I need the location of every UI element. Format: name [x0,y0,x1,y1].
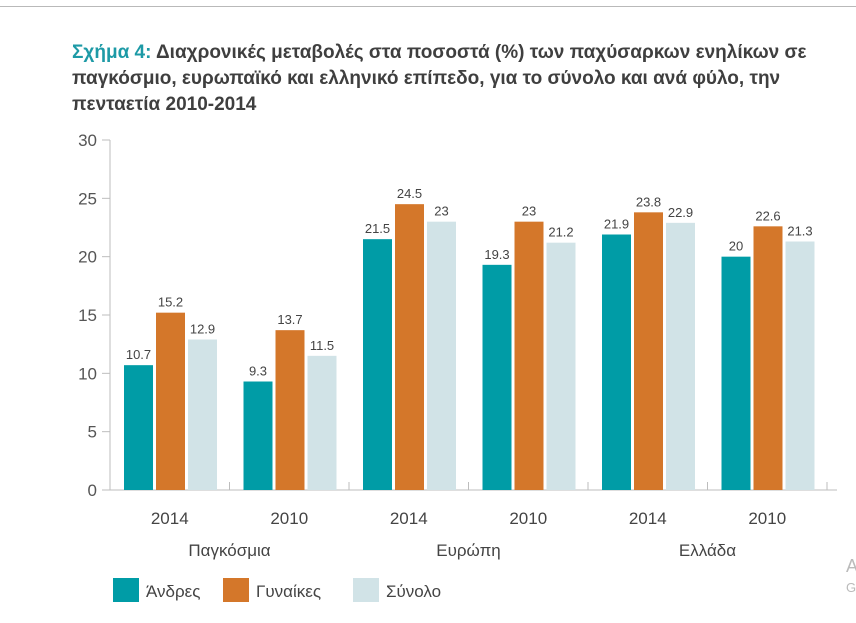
bar-Γυναίκες [514,221,544,490]
bar-Άνδρες [243,381,273,490]
group-label: Ελλάδα [679,541,736,560]
bar-Άνδρες [482,264,512,490]
data-label: 23.8 [636,194,661,209]
data-label: 20 [729,239,743,254]
data-label: 21.2 [548,225,573,240]
chart-title: Σχήμα 4: Διαχρονικές μεταβολές στα ποσοσ… [72,40,852,118]
figure-number: Σχήμα 4: [72,42,152,63]
title-text: Διαχρονικές μεταβολές στα ποσοστά (%) τω… [72,42,807,115]
bar-Σύνολο [785,241,815,490]
bar-Άνδρες [124,365,153,490]
legend-label: Άνδρες [146,582,200,601]
edge-fragment: Α [846,556,856,576]
bar-Γυναίκες [395,204,424,490]
group-label: Παγκόσμια [188,541,270,560]
bar-Γυναίκες [156,312,185,490]
x-tick-label: 2014 [151,509,189,528]
bar-Γυναίκες [634,212,663,491]
x-tick-label: 2010 [748,509,786,528]
bar-Γυναίκες [753,226,783,491]
data-label: 22.6 [755,208,780,223]
legend-swatch [113,578,139,602]
data-label: 21.9 [604,217,629,232]
bar-Σύνολο [188,339,217,490]
x-tick-label: 2010 [270,509,308,528]
y-tick-label: 5 [88,423,97,442]
bar-Σύνολο [546,242,576,490]
group-label: Ευρώπη [436,541,501,560]
y-tick-label: 20 [78,248,97,267]
legend-swatch [353,578,379,602]
data-label: 21.5 [365,221,390,236]
x-tick-label: 2010 [509,509,547,528]
edge-fragment: G [846,580,856,595]
data-label: 9.3 [249,364,267,379]
bar-Άνδρες [721,256,751,490]
bar-Γυναίκες [275,330,305,490]
top-divider [0,6,856,7]
data-label: 15.2 [158,295,183,310]
data-label: 10.7 [126,347,151,362]
x-tick-label: 2014 [629,509,667,528]
bar-Άνδρες [602,234,631,490]
data-label: 23 [522,204,536,219]
y-tick-label: 10 [78,364,97,383]
data-label: 24.5 [397,186,422,201]
bar-Σύνολο [666,222,695,491]
y-tick-label: 25 [78,189,97,208]
bar-Άνδρες [363,239,392,490]
bar-Σύνολο [427,221,456,490]
legend-swatch [223,578,249,602]
y-tick-label: 30 [78,131,97,150]
x-tick-label: 2014 [390,509,428,528]
y-tick-label: 0 [88,481,97,500]
data-label: 12.9 [190,322,215,337]
data-label: 19.3 [484,247,509,262]
legend-label: Σύνολο [386,582,441,601]
data-label: 22.9 [668,205,693,220]
y-tick-label: 15 [78,306,97,325]
data-label: 11.5 [310,338,334,353]
legend-label: Γυναίκες [256,582,321,601]
bar-Σύνολο [307,355,337,490]
data-label: 21.3 [787,224,812,239]
data-label: 13.7 [277,312,302,327]
data-label: 23 [434,204,448,219]
